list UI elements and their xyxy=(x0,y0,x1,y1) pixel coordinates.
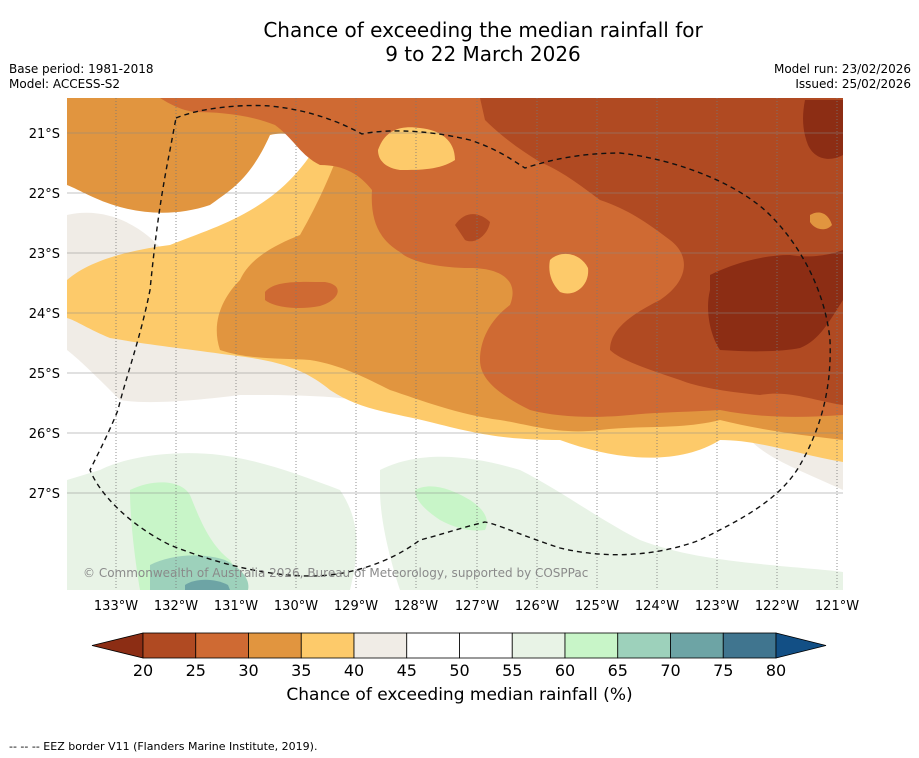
contour-below-20-ne xyxy=(803,100,843,159)
colorbar-segment xyxy=(248,632,302,659)
colorbar-segment xyxy=(353,632,408,659)
patch-yellow-west xyxy=(155,268,197,304)
lat-gridlines xyxy=(67,132,843,494)
colorbar-segment xyxy=(564,632,619,659)
colorbar-segment xyxy=(722,632,777,659)
lat-labels: 21°S 22°S 23°S 24°S 25°S 26°S 27°S xyxy=(29,127,60,502)
lon-label: 129°W xyxy=(334,599,378,614)
colorbar-segment xyxy=(511,632,566,659)
contour-55-60-east xyxy=(380,456,843,590)
lat-label: 24°S xyxy=(29,307,60,322)
colorbar-label: Chance of exceeding median rainfall (%) xyxy=(286,685,633,705)
title-line-2: 9 to 22 March 2026 xyxy=(385,42,581,66)
colorbar-tick-label: 20 xyxy=(133,661,153,680)
lon-label: 128°W xyxy=(394,599,438,614)
patch-orange-east xyxy=(810,212,832,230)
lat-label: 22°S xyxy=(29,187,60,202)
colorbar-tick-label: 60 xyxy=(555,661,575,680)
lat-label: 27°S xyxy=(29,487,60,502)
lon-labels: 133°W 132°W 131°W 130°W 129°W 128°W 127°… xyxy=(94,599,859,614)
colorbar: 20 25 30 35 40 45 50 55 60 65 70 75 80 xyxy=(91,632,827,680)
lon-label: 131°W xyxy=(214,599,258,614)
copyright-text: © Commonwealth of Australia 2026, Bureau… xyxy=(83,566,588,580)
eez-border xyxy=(89,104,831,577)
meta-left: Base period: 1981-2018 Model: ACCESS-S2 xyxy=(9,62,154,92)
patch-yellow-north xyxy=(378,127,455,170)
colorbar-tick-label: 45 xyxy=(397,661,417,680)
contour-below-20-east xyxy=(708,250,843,352)
colorbar-tick-label: 70 xyxy=(660,661,680,680)
colorbar-tick-label: 50 xyxy=(449,661,469,680)
colorbar-segment xyxy=(142,632,197,659)
patch-yellow xyxy=(549,253,589,294)
model-run: Model run: 23/02/2026 xyxy=(773,62,911,76)
map-title: Chance of exceeding the median rainfall … xyxy=(0,18,919,66)
lon-label: 122°W xyxy=(755,599,799,614)
colorbar-segment xyxy=(406,632,460,659)
lat-label: 23°S xyxy=(29,247,60,262)
contour-70-75 xyxy=(185,579,230,590)
colorbar-segment xyxy=(459,632,513,659)
lat-label: 21°S xyxy=(29,127,60,142)
issued-date: Issued: 25/02/2026 xyxy=(795,77,911,91)
lon-label: 123°W xyxy=(695,599,739,614)
lon-label: 127°W xyxy=(455,599,499,614)
patch-west xyxy=(265,281,338,308)
colorbar-tick-label: 80 xyxy=(766,661,786,680)
base-period: Base period: 1981-2018 xyxy=(9,62,154,76)
colorbar-segment xyxy=(617,632,671,659)
title-line-1: Chance of exceeding the median rainfall … xyxy=(263,18,703,42)
colorbar-tick-label: 30 xyxy=(238,661,258,680)
colorbar-tick-label: 65 xyxy=(608,661,628,680)
lon-label: 121°W xyxy=(815,599,859,614)
lon-label: 132°W xyxy=(154,599,198,614)
colorbar-segment xyxy=(670,632,724,659)
patch-center xyxy=(455,214,490,242)
lon-label: 126°W xyxy=(515,599,559,614)
contour-65-70 xyxy=(150,555,249,590)
colorbar-tick-label: 75 xyxy=(713,661,733,680)
eez-footer-note: -- -- -- EEZ border V11 (Flanders Marine… xyxy=(9,740,318,753)
colorbar-tick-label: 55 xyxy=(502,661,522,680)
lon-label: 125°W xyxy=(575,599,619,614)
colorbar-extend-low xyxy=(91,632,144,659)
lon-label: 124°W xyxy=(635,599,679,614)
map-area: © Commonwealth of Australia 2026, Bureau… xyxy=(67,98,843,590)
meta-right: Model run: 23/02/2026 Issued: 25/02/2026 xyxy=(774,62,911,92)
lon-label: 130°W xyxy=(274,599,318,614)
colorbar-extend-high xyxy=(775,632,827,659)
lon-label: 133°W xyxy=(94,599,138,614)
colorbar-tick-label: 35 xyxy=(291,661,311,680)
colorbar-segment xyxy=(195,632,249,659)
colorbar-tick-label: 40 xyxy=(344,661,364,680)
colorbar-segment xyxy=(300,632,355,659)
lat-label: 25°S xyxy=(29,367,60,382)
lat-label: 26°S xyxy=(29,427,60,442)
colorbar-tick-label: 25 xyxy=(186,661,206,680)
model-name: Model: ACCESS-S2 xyxy=(9,77,121,91)
contour-60-65-center xyxy=(415,486,487,531)
